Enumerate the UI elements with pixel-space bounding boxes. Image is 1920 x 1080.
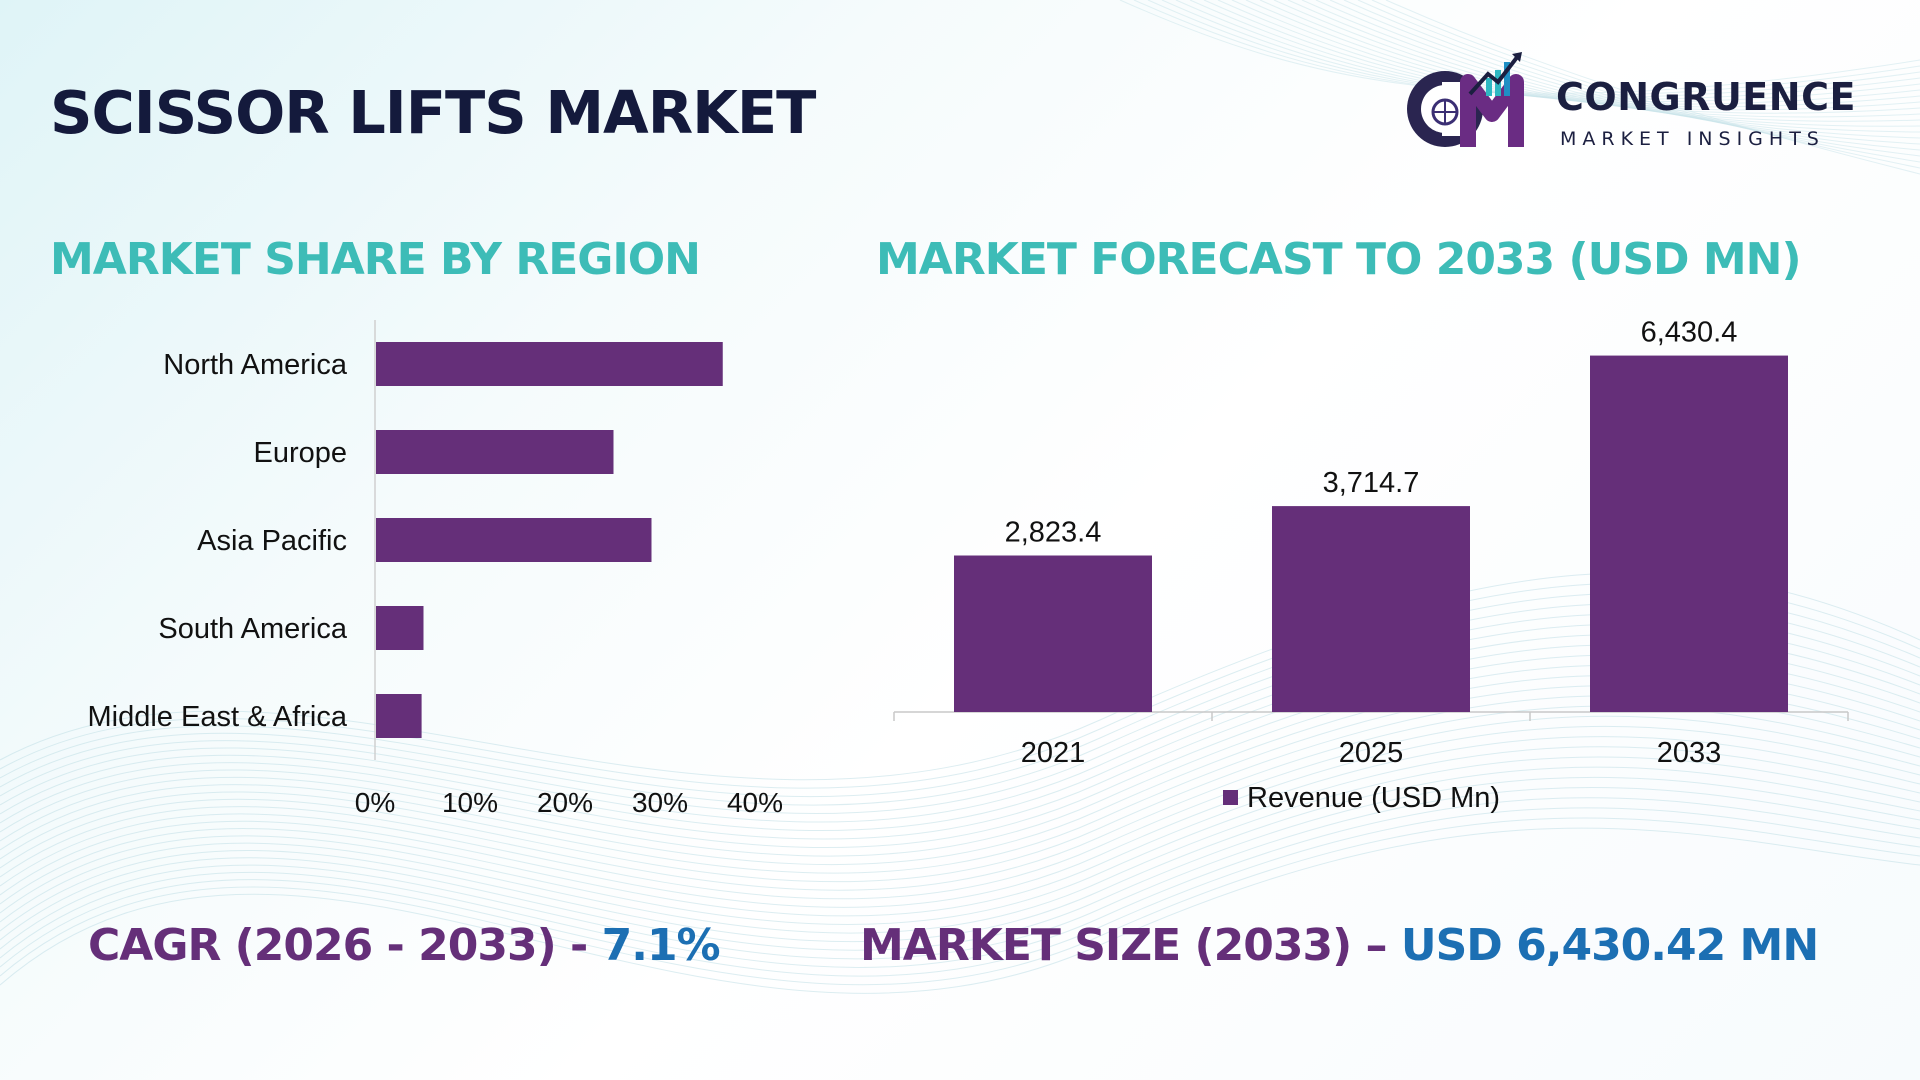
cagr-value: 7.1% (601, 920, 721, 971)
region-x-tick-label: 30% (632, 787, 688, 818)
forecast-data-label: 3,714.7 (1323, 467, 1420, 499)
cagr-statement: CAGR (2026 - 2033) - 7.1% (88, 920, 721, 971)
forecast-chart: 2,823.4 2021 3,714.7 2025 6,430.4 2033 Revenue… (893, 317, 1849, 814)
legend-label: Revenue (USD Mn) (1247, 782, 1500, 814)
cagr-label: CAGR (2026 - 2033) - (88, 920, 602, 971)
region-x-tick-label: 40% (727, 787, 783, 818)
forecast-bar (1272, 506, 1470, 712)
region-share-bar (376, 430, 614, 474)
region-share-bar (376, 606, 424, 650)
region-x-tick-label: 10% (442, 787, 498, 818)
region-category-label: Asia Pacific (197, 525, 347, 557)
forecast-category-label: 2025 (1339, 737, 1404, 769)
congruence-logo (1407, 52, 1524, 147)
region-category-label: South America (158, 613, 347, 645)
region-share-bar (376, 518, 652, 562)
market-size-value: USD 6,430.42 MN (1400, 920, 1819, 971)
region-category-label: Middle East & Africa (88, 701, 348, 733)
region-chart-title: MARKET SHARE BY REGION (50, 234, 701, 285)
forecast-chart-title: MARKET FORECAST TO 2033 (USD MN) (876, 234, 1802, 285)
logo-mark-icon (1407, 52, 1524, 147)
region-category-label: North America (163, 349, 348, 381)
region-x-tick-label: 0% (355, 787, 395, 818)
legend-swatch (1223, 790, 1238, 805)
region-share-bar (376, 694, 422, 738)
market-size-label: MARKET SIZE (2033) – (860, 920, 1401, 971)
forecast-category-label: 2021 (1021, 737, 1086, 769)
logo-name: CONGRUENCE (1556, 75, 1856, 119)
forecast-data-label: 6,430.4 (1641, 317, 1738, 349)
region-share-chart: North America Europe Asia Pacific South Ame… (88, 320, 783, 818)
forecast-data-label: 2,823.4 (1005, 517, 1102, 549)
region-x-tick-label: 20% (537, 787, 593, 818)
forecast-bar (1590, 355, 1788, 712)
page-title: SCISSOR LIFTS MARKET (50, 78, 816, 147)
market-size-statement: MARKET SIZE (2033) – USD 6,430.42 MN (860, 920, 1819, 971)
forecast-category-label: 2033 (1657, 737, 1722, 769)
logo-subtitle: MARKET INSIGHTS (1560, 128, 1825, 150)
region-category-label: Europe (253, 437, 347, 469)
region-share-bar (376, 342, 723, 386)
forecast-legend: Revenue (USD Mn) (1223, 782, 1500, 814)
forecast-bar (954, 555, 1152, 712)
